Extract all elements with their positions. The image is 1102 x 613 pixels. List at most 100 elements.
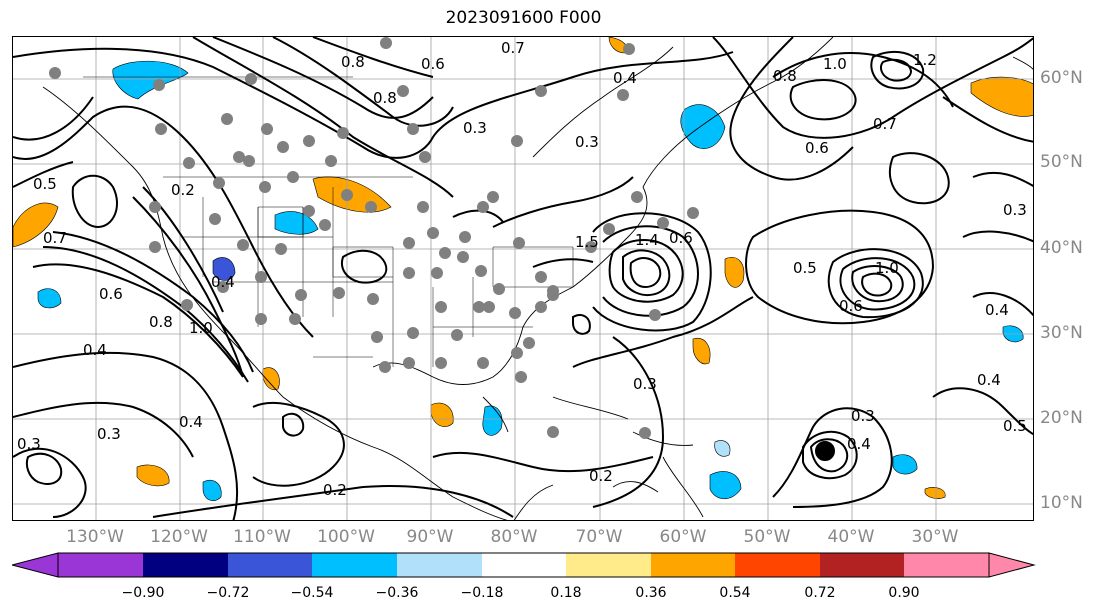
lon-label-40w: 40°W <box>827 527 875 547</box>
colorbar-tick: 0.18 <box>550 585 582 601</box>
colorbar-segment <box>482 553 566 577</box>
contour-label: 1.4 <box>635 231 659 249</box>
contour-labels: 0.8 0.6 0.7 0.4 0.8 1.0 1.2 0.8 0.7 0.6 … <box>17 39 1027 499</box>
contour-label: 0.7 <box>43 229 67 247</box>
cold-anomaly-patch <box>274 211 319 235</box>
contour-label: 0.7 <box>873 115 897 133</box>
station-markers <box>49 37 699 439</box>
map-canvas: 0.8 0.6 0.7 0.4 0.8 1.0 1.2 0.8 0.7 0.6 … <box>13 37 1033 520</box>
contour-label: 0.4 <box>985 301 1009 319</box>
warm-anomaly-patch <box>970 76 1033 117</box>
contour-label: 0.5 <box>793 259 817 277</box>
contour-layer <box>13 37 1033 520</box>
contour-label: 0.5 <box>1003 417 1027 435</box>
contour-label: 0.6 <box>421 55 445 73</box>
colorbar-tick: −0.54 <box>290 585 334 601</box>
contour-label: 0.8 <box>341 53 365 71</box>
colorbar-tick: −0.72 <box>206 585 250 601</box>
colorbar-segment <box>904 553 989 577</box>
colorbar-segment <box>58 553 143 577</box>
cold-anomaly-patch <box>892 454 918 475</box>
colorbar-segment <box>312 553 397 577</box>
contour-label: 0.6 <box>805 139 829 157</box>
lat-label-30n: 30°N <box>1040 323 1083 343</box>
contour-label: 0.6 <box>839 297 863 315</box>
lat-label-10n: 10°N <box>1040 493 1083 513</box>
lat-label-60n: 60°N <box>1040 68 1083 88</box>
contour-label: 0.4 <box>83 341 107 359</box>
cold-anomaly-patch <box>714 440 731 457</box>
lon-label-50w: 50°W <box>743 527 791 547</box>
warm-anomaly-patch <box>724 257 745 288</box>
contour-label: 0.4 <box>211 273 235 291</box>
contour-label: 1.5 <box>575 233 599 251</box>
colorbar-tick: −0.90 <box>121 585 165 601</box>
contour-label: 1.0 <box>875 259 899 277</box>
colorbar-tick: 0.72 <box>804 585 836 601</box>
lat-label-20n: 20°N <box>1040 408 1083 428</box>
contour-label: 0.8 <box>149 313 173 331</box>
lon-label-90w: 90°W <box>406 527 454 547</box>
warm-anomaly-patch <box>262 367 280 391</box>
cold-anomaly-patch <box>37 288 62 309</box>
colorbar-tick: 0.36 <box>635 585 667 601</box>
map-panel: 0.8 0.6 0.7 0.4 0.8 1.0 1.2 0.8 0.7 0.6 … <box>12 36 1034 521</box>
lat-label-40n: 40°N <box>1040 238 1083 258</box>
contour-label: 0.6 <box>669 229 693 247</box>
lon-label-60w: 60°W <box>659 527 707 547</box>
contour-label: 0.4 <box>613 69 637 87</box>
cold-anomaly-patch <box>680 104 726 149</box>
colorbar-segment <box>820 553 904 577</box>
contour-label: 0.3 <box>17 435 41 453</box>
colorbar-segment <box>566 553 651 577</box>
lon-label-110w: 110°W <box>233 527 291 547</box>
lon-label-80w: 80°W <box>490 527 538 547</box>
warm-anomaly-patch <box>430 402 454 427</box>
contour-label: 0.4 <box>847 435 871 453</box>
contour-label: 0.3 <box>633 375 657 393</box>
contour-label: 1.2 <box>913 51 937 69</box>
contour-label: 0.6 <box>99 285 123 303</box>
contour-label: 0.3 <box>1003 201 1027 219</box>
warm-anomaly-patch <box>924 487 946 499</box>
contour-label: 0.4 <box>977 371 1001 389</box>
cold-anomaly-patch <box>709 471 742 500</box>
contour-label: 0.2 <box>171 181 195 199</box>
contour-label: 0.3 <box>851 407 875 425</box>
colorbar <box>12 552 1036 578</box>
contour-label: 0.2 <box>589 467 613 485</box>
lon-label-100w: 100°W <box>317 527 375 547</box>
colorbar-max-extend <box>988 552 1036 578</box>
warm-anomaly-patch <box>136 464 170 487</box>
warm-anomaly-patch <box>692 337 711 365</box>
cold-anomaly-patch <box>482 405 503 436</box>
cold-anomaly-patch <box>112 60 189 100</box>
contour-label: 1.0 <box>823 55 847 73</box>
colorbar-segment <box>143 553 228 577</box>
contour-label: 0.8 <box>773 67 797 85</box>
contour-label: 0.4 <box>179 413 203 431</box>
contour-label: 0.7 <box>501 39 525 57</box>
warm-anomaly-patch <box>13 202 59 248</box>
contour-label: 1.0 <box>189 319 213 337</box>
lat-label-50n: 50°N <box>1040 152 1083 172</box>
lon-label-130w: 130°W <box>66 527 124 547</box>
colorbar-min-extend <box>12 552 59 578</box>
colorbar-tick: 0.90 <box>888 585 920 601</box>
colorbar-tick: −0.18 <box>460 585 504 601</box>
colorbar-tick: 0.54 <box>719 585 751 601</box>
contour-label: 0.3 <box>575 133 599 151</box>
cold-anomaly-patch <box>202 479 222 501</box>
colorbar-segment <box>651 553 735 577</box>
colorbar-segment <box>228 553 312 577</box>
cold-anomaly-patch <box>212 257 236 281</box>
contour-label: 0.3 <box>463 119 487 137</box>
colorbar-segment <box>735 553 820 577</box>
anomaly-fill-layer <box>13 37 1033 501</box>
lon-label-70w: 70°W <box>575 527 623 547</box>
lon-label-120w: 120°W <box>150 527 208 547</box>
map-title: 2023091600 F000 <box>445 8 602 28</box>
contour-label: 0.3 <box>97 425 121 443</box>
contour-label: 0.8 <box>373 89 397 107</box>
colorbar-segment <box>397 553 482 577</box>
